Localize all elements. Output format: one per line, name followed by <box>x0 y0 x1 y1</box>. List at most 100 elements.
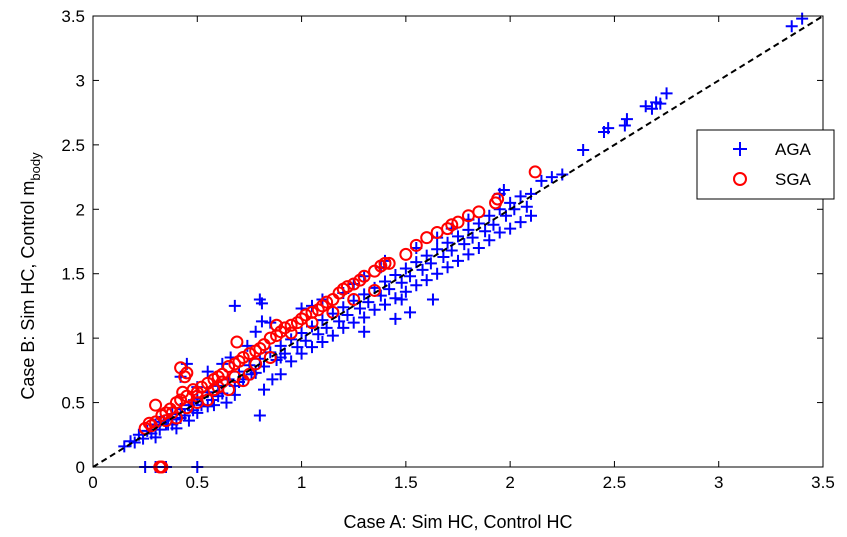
data-point-aga <box>424 257 437 270</box>
data-point-aga <box>299 334 312 347</box>
data-point-sga <box>222 383 236 397</box>
data-point-sga <box>315 299 329 313</box>
y-tick-label: 3 <box>76 71 85 90</box>
legend-sga-label: SGA <box>775 170 812 189</box>
data-point-aga <box>228 299 241 312</box>
series-aga <box>118 12 809 473</box>
y-axis-label-subscript: body <box>28 152 43 181</box>
data-point-aga <box>545 171 558 184</box>
data-point-aga <box>479 225 492 238</box>
data-point-aga <box>255 297 268 310</box>
data-point-sga <box>144 419 158 433</box>
data-point-aga <box>645 102 658 115</box>
data-point-sga <box>382 256 396 270</box>
data-point-sga <box>159 414 173 428</box>
data-point-sga <box>347 292 361 306</box>
data-point-aga <box>426 293 439 306</box>
data-point-aga <box>620 113 633 126</box>
y-tick-label: 2.5 <box>61 136 85 155</box>
data-point-aga <box>785 20 798 33</box>
data-point-aga <box>333 315 346 328</box>
x-tick-label: 0.5 <box>185 473 209 492</box>
data-point-aga <box>285 355 298 368</box>
x-tick-label: 2 <box>505 473 514 492</box>
data-point-aga <box>437 250 450 263</box>
data-point-aga <box>149 431 162 444</box>
data-point-sga <box>270 318 284 332</box>
data-point-sga <box>528 165 542 179</box>
data-point-sga <box>178 370 192 384</box>
data-point-sga <box>207 383 221 397</box>
data-point-aga <box>420 274 433 287</box>
data-point-sga <box>368 283 382 297</box>
data-point-aga <box>535 174 548 187</box>
data-point-sga <box>253 341 267 355</box>
data-point-aga <box>404 306 417 319</box>
data-point-aga <box>249 325 262 338</box>
data-point-aga <box>395 276 408 289</box>
data-point-aga <box>341 308 354 321</box>
data-point-sga <box>222 359 236 373</box>
data-point-aga <box>389 269 402 282</box>
data-point-aga <box>241 339 254 352</box>
plot-area <box>118 12 809 474</box>
data-point-aga <box>452 254 464 267</box>
data-point-aga <box>416 263 429 276</box>
data-point-sga <box>399 247 413 261</box>
data-point-aga <box>358 325 371 338</box>
data-point-sga <box>242 347 256 361</box>
data-point-aga <box>618 119 631 132</box>
data-point-aga <box>389 312 402 325</box>
data-point-aga <box>255 315 268 328</box>
data-point-aga <box>337 321 350 334</box>
data-point-aga <box>525 209 537 222</box>
data-point-sga <box>263 331 277 345</box>
data-point-sga <box>149 398 163 412</box>
y-axis-label: Case B: Sim HC, Control mbody <box>18 152 43 400</box>
data-point-sga <box>159 406 173 420</box>
data-point-sga <box>332 286 346 300</box>
data-point-sga <box>451 215 465 229</box>
data-point-sga <box>472 205 486 219</box>
y-tick-label: 1 <box>76 329 85 348</box>
y-tick-label: 2 <box>76 200 85 219</box>
legend-sga-marker-icon <box>733 172 747 186</box>
data-point-sga <box>378 256 392 270</box>
data-point-aga <box>431 267 444 280</box>
data-point-aga <box>220 396 233 409</box>
data-point-aga <box>504 196 517 209</box>
data-point-aga <box>441 261 454 274</box>
data-point-aga <box>493 226 506 239</box>
data-point-sga <box>409 238 423 252</box>
data-point-aga <box>291 341 304 354</box>
data-point-aga <box>379 298 391 311</box>
data-point-aga <box>520 200 533 213</box>
x-tick-label: 2.5 <box>603 473 627 492</box>
x-tick-label: 3 <box>714 473 723 492</box>
data-point-sga <box>445 218 459 232</box>
data-point-aga <box>316 336 329 349</box>
data-point-aga <box>660 87 673 100</box>
data-point-aga <box>497 183 510 196</box>
data-point-aga <box>358 288 371 301</box>
x-tick-label: 3.5 <box>811 473 835 492</box>
legend: AGA SGA <box>696 129 835 200</box>
data-point-aga <box>399 285 412 298</box>
data-point-sga <box>230 335 244 349</box>
data-point-aga <box>128 436 141 449</box>
data-point-sga <box>232 354 246 368</box>
data-point-aga <box>368 303 381 316</box>
data-point-aga <box>312 328 325 341</box>
data-point-aga <box>383 283 396 296</box>
data-point-sga <box>215 367 229 381</box>
x-tick-label: 0 <box>88 473 97 492</box>
data-point-sga <box>284 326 298 340</box>
data-point-sga <box>180 401 194 415</box>
y-tick-label: 1.5 <box>61 265 85 284</box>
y-tick-label: 0 <box>76 458 85 477</box>
data-point-aga <box>796 12 809 25</box>
data-point-sga <box>357 269 371 283</box>
data-point-sga <box>142 416 156 430</box>
data-point-aga <box>326 329 339 342</box>
reference-line <box>92 15 824 468</box>
